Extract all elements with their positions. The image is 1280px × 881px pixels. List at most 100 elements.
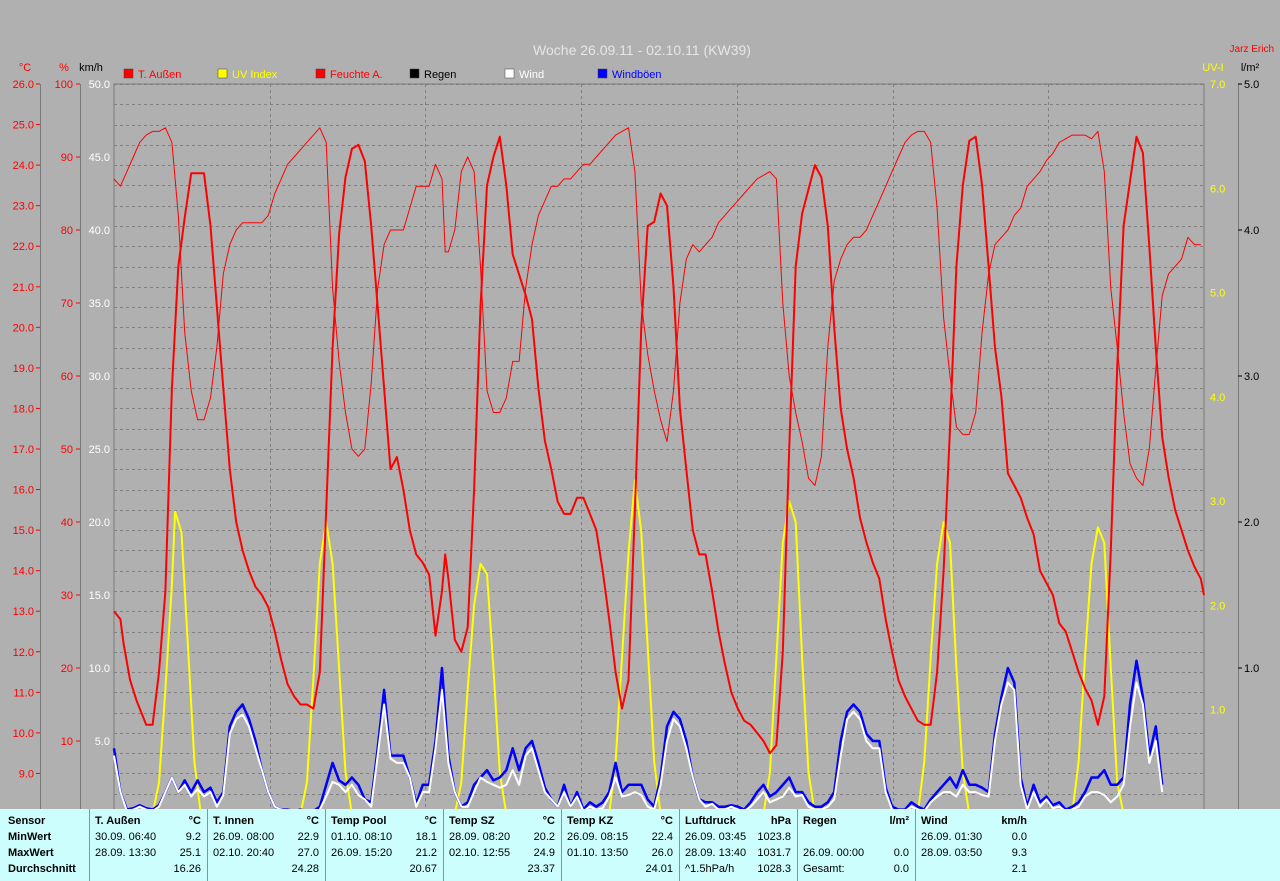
wind-tick-label: 35.0 <box>89 298 110 310</box>
uv-tick-label: 4.0 <box>1210 392 1225 404</box>
wind-tick-label: 25.0 <box>89 444 110 456</box>
temp-tick-label: 9.0 <box>19 768 34 780</box>
rain-unit-label: l/m² <box>1241 62 1260 74</box>
stats-min-time: 30.09. 06:40 <box>95 831 157 843</box>
stats-max-value: 21.2 <box>415 847 437 859</box>
humidity-unit-label: % <box>59 62 69 74</box>
legend-swatch <box>597 68 608 79</box>
stats-divider <box>207 809 208 881</box>
stats-sensor-unit: l/m² <box>889 815 909 827</box>
stats-max-value: 9.3 <box>1011 847 1027 859</box>
legend-label: T. Außen <box>138 69 181 81</box>
temp-tick-label: 14.0 <box>13 566 34 578</box>
uv-tick-label: 7.0 <box>1210 79 1225 91</box>
legend-label: UV Index <box>232 69 278 81</box>
stats-min-value: 20.2 <box>533 831 555 843</box>
temp-tick-label: 21.0 <box>13 282 34 294</box>
stats-row-label: MaxWert <box>8 847 54 859</box>
stats-min-value: 22.4 <box>651 831 673 843</box>
temp-tick-label: 15.0 <box>13 525 34 537</box>
stats-divider <box>89 809 90 881</box>
legend-swatch <box>123 68 134 79</box>
stats-sensor-name: Temp Pool <box>331 815 387 827</box>
legend-swatch <box>217 68 228 79</box>
stats-max-time: 26.09. 00:00 <box>803 847 865 859</box>
stats-max-value: 0.0 <box>893 847 909 859</box>
stats-max-value: 24.9 <box>533 847 555 859</box>
humidity-tick-label: 40 <box>61 517 73 529</box>
stats-avg-label: Gesamt: <box>803 863 845 875</box>
stats-sensor-unit: hPa <box>770 815 791 827</box>
wind-tick-label: 5.0 <box>95 736 110 748</box>
temp-tick-label: 19.0 <box>13 363 34 375</box>
stats-sensor-name: Wind <box>921 815 948 827</box>
temp-tick-label: 13.0 <box>13 606 34 618</box>
stats-max-time: 02.10. 12:55 <box>449 847 511 859</box>
stats-max-time: 26.09. 15:20 <box>331 847 393 859</box>
stats-min-time: 26.09. 08:15 <box>567 831 629 843</box>
stats-min-value: 1023.8 <box>757 831 791 843</box>
humidity-tick-label: 60 <box>61 371 73 383</box>
temp-tick-label: 26.0 <box>13 79 34 91</box>
chart-title: Woche 26.09.11 - 02.10.11 (KW39) <box>533 42 751 58</box>
stats-divider <box>679 809 680 881</box>
uv-tick-label: 1.0 <box>1210 705 1225 717</box>
temp-tick-label: 25.0 <box>13 120 34 132</box>
humidity-tick-label: 70 <box>61 298 73 310</box>
uv-tick-label: 2.0 <box>1210 600 1225 612</box>
stats-max-value: 25.1 <box>179 847 201 859</box>
temp-tick-label: 18.0 <box>13 403 34 415</box>
stats-avg-value: 16.26 <box>173 863 201 875</box>
stats-sensor-unit: °C <box>188 815 201 827</box>
temp-tick-label: 12.0 <box>13 647 34 659</box>
stats-divider <box>325 809 326 881</box>
author-label: Jarz Erich <box>1230 44 1274 55</box>
temp-tick-label: 22.0 <box>13 241 34 253</box>
legend-label: Wind <box>519 69 544 81</box>
rain-tick-label: 3.0 <box>1244 371 1259 383</box>
stats-avg-value: 23.37 <box>527 863 555 875</box>
wind-tick-label: 20.0 <box>89 517 110 529</box>
stats-sensor-name: T. Außen <box>95 815 141 827</box>
stats-min-value: 0.0 <box>1011 831 1027 843</box>
humidity-tick-label: 100 <box>55 79 73 91</box>
stats-avg-value: 2.1 <box>1011 863 1027 875</box>
stats-min-time: 01.10. 08:10 <box>331 831 393 843</box>
wind-tick-label: 40.0 <box>89 225 110 237</box>
humidity-tick-label: 30 <box>61 590 73 602</box>
humidity-tick-label: 10 <box>61 736 73 748</box>
wind-tick-label: 30.0 <box>89 371 110 383</box>
wind-tick-label: 10.0 <box>89 663 110 675</box>
stats-max-time: 01.10. 13:50 <box>567 847 629 859</box>
humidity-tick-label: 50 <box>61 444 73 456</box>
humidity-tick-label: 20 <box>61 663 73 675</box>
stats-avg-value: 24.28 <box>291 863 319 875</box>
temp-tick-label: 23.0 <box>13 201 34 213</box>
stats-sensor-name: Regen <box>803 815 837 827</box>
wind-tick-label: 50.0 <box>89 79 110 91</box>
stats-max-time: 28.09. 13:30 <box>95 847 157 859</box>
legend-swatch <box>409 68 420 79</box>
stats-divider <box>797 809 798 881</box>
temp-unit-label: °C <box>19 62 31 74</box>
stats-max-time: 28.09. 03:50 <box>921 847 983 859</box>
stats-avg-value: 0.0 <box>893 863 909 875</box>
stats-max-value: 26.0 <box>651 847 673 859</box>
stats-avg-value: 20.67 <box>409 863 437 875</box>
stats-min-time: 26.09. 03:45 <box>685 831 747 843</box>
temp-tick-label: 10.0 <box>13 728 34 740</box>
stats-max-time: 28.09. 13:40 <box>685 847 747 859</box>
stats-avg-label: ^1.5hPa/h <box>685 863 735 875</box>
stats-sensor-unit: °C <box>542 815 555 827</box>
stats-sensor-name: T. Innen <box>213 815 254 827</box>
legend-label: Windböen <box>612 69 662 81</box>
stats-min-value: 18.1 <box>415 831 437 843</box>
stats-avg-value: 1028.3 <box>757 863 791 875</box>
wind-unit-label: km/h <box>79 62 103 74</box>
temp-tick-label: 11.0 <box>13 687 34 699</box>
stats-sensor-unit: °C <box>306 815 319 827</box>
stats-sensor-unit: km/h <box>1001 815 1027 827</box>
stats-sensor-unit: °C <box>660 815 673 827</box>
temp-tick-label: 20.0 <box>13 322 34 334</box>
